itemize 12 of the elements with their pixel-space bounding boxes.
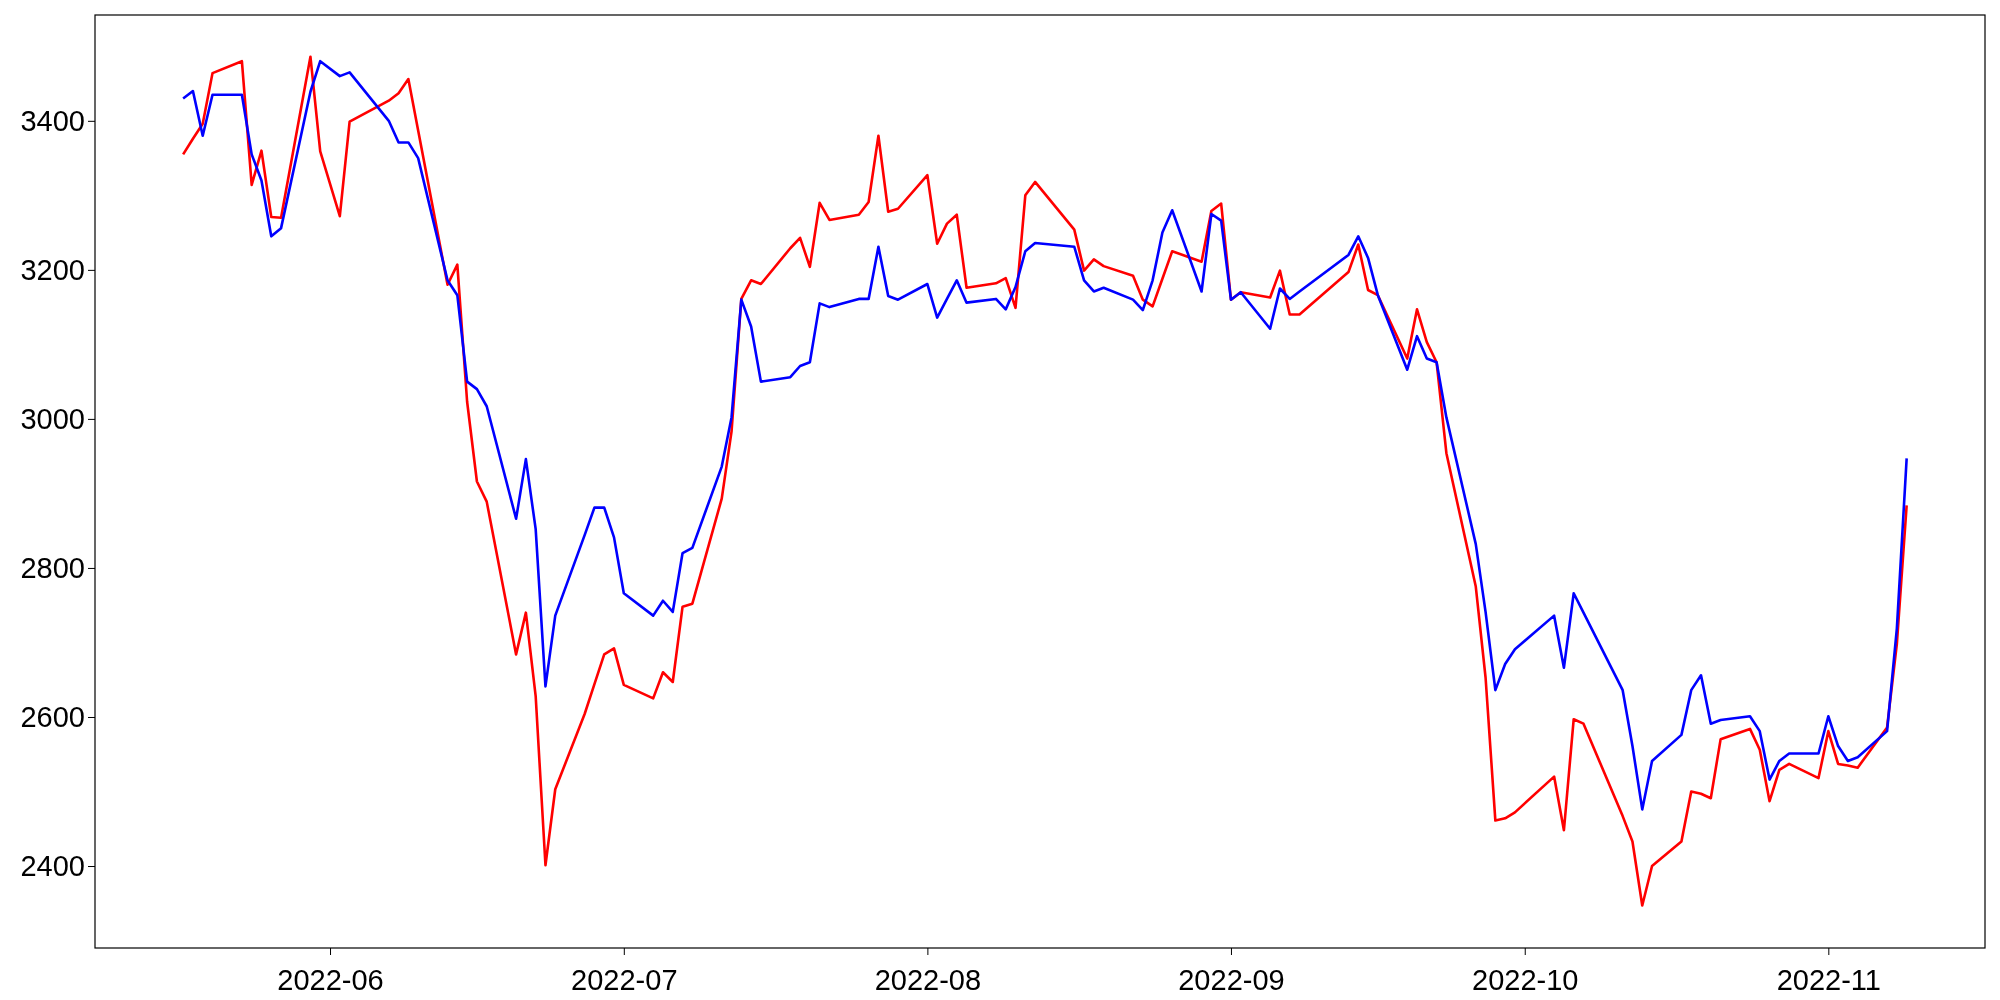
x-tick-label: 2022-09	[1178, 963, 1285, 996]
x-tick-label: 2022-06	[277, 963, 384, 996]
x-tick-label: 2022-07	[571, 963, 678, 996]
y-tick-label: 3400	[20, 104, 85, 137]
y-tick-label: 3000	[20, 402, 85, 435]
x-tick-label: 2022-11	[1776, 963, 1881, 996]
y-tick-label: 2400	[20, 849, 85, 882]
y-tick-label: 2800	[20, 551, 85, 584]
y-tick-label: 2600	[20, 700, 85, 733]
x-tick-label: 2022-08	[874, 963, 982, 996]
x-tick-label: 2022-10	[1472, 963, 1579, 996]
y-tick-label: 3200	[20, 253, 85, 286]
